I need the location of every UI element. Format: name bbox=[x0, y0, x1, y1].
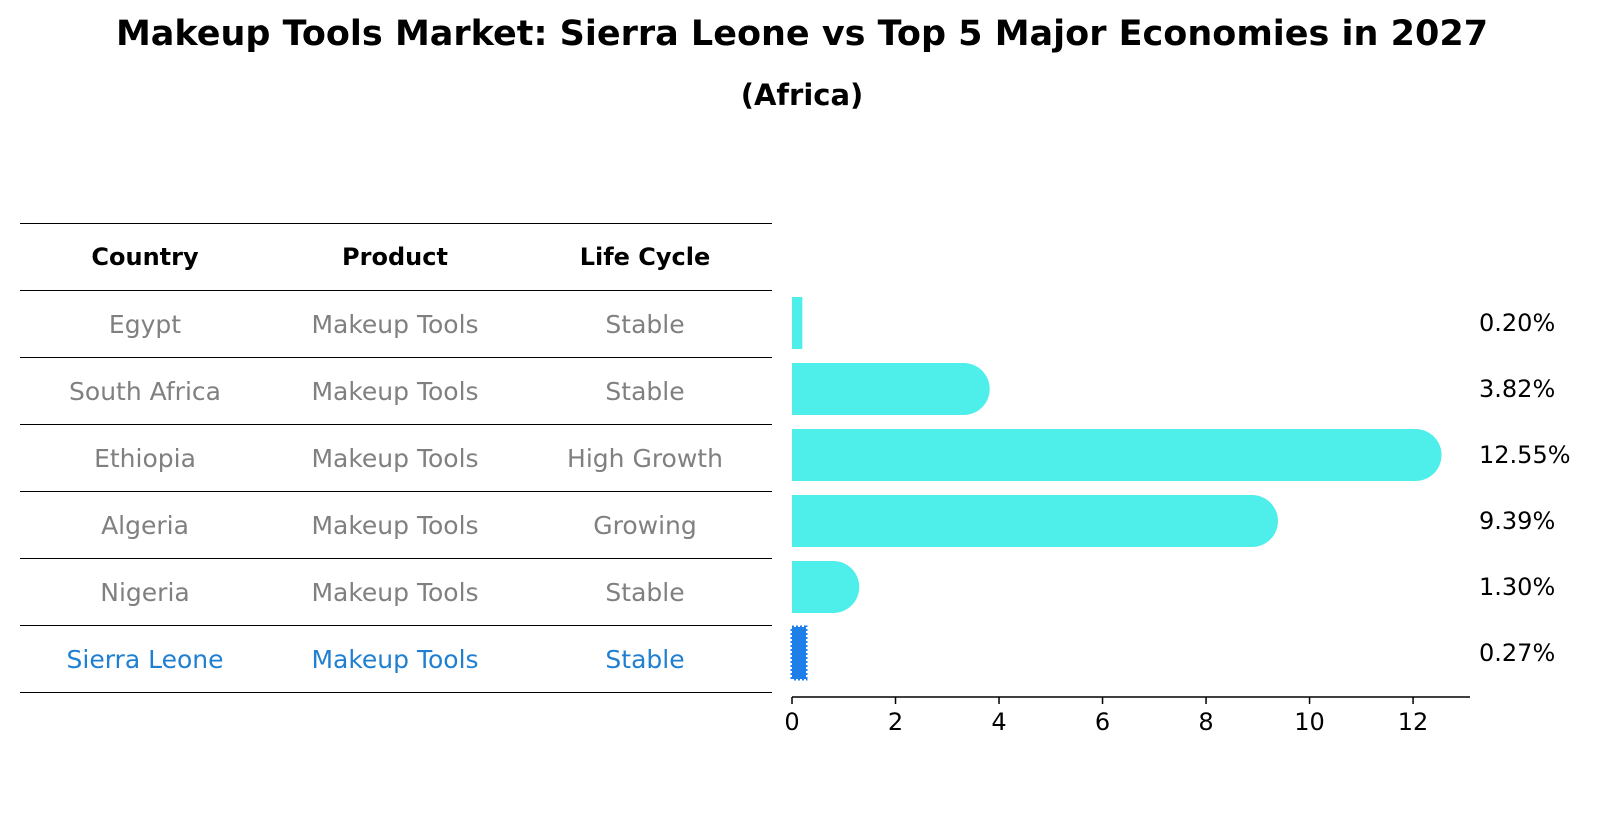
life-cycle-cell: Stable bbox=[605, 577, 685, 607]
product-cell: Makeup Tools bbox=[311, 376, 479, 406]
bar-sierra-leone bbox=[790, 625, 808, 681]
header-life-cycle: Life Cycle bbox=[579, 243, 711, 271]
x-tick-label: 4 bbox=[991, 708, 1006, 736]
table-row: Egypt Makeup Tools Stable bbox=[20, 290, 772, 357]
chart-subtitle: (Africa) bbox=[740, 78, 864, 112]
bar-nigeria bbox=[792, 561, 860, 613]
chart-title: Makeup Tools Market: Sierra Leone vs Top… bbox=[115, 14, 1489, 54]
table-row: Algeria Makeup Tools Growing bbox=[20, 491, 772, 558]
x-tick-label: 10 bbox=[1294, 708, 1325, 736]
market-table: Country Product Life Cycle Egypt Makeup … bbox=[20, 223, 772, 693]
value-label: 0.27% bbox=[1479, 639, 1555, 667]
life-cycle-cell: Stable bbox=[605, 644, 685, 674]
value-label: 0.20% bbox=[1479, 309, 1555, 337]
x-tick-label: 6 bbox=[1095, 708, 1110, 736]
value-label: 12.55% bbox=[1479, 441, 1571, 469]
life-cycle-cell: Stable bbox=[605, 309, 685, 339]
product-cell: Makeup Tools bbox=[311, 577, 479, 607]
life-cycle-cell: Growing bbox=[593, 510, 697, 540]
bar-egypt bbox=[792, 297, 803, 349]
value-label: 3.82% bbox=[1479, 375, 1555, 403]
x-tick-label: 0 bbox=[784, 708, 799, 736]
header-country: Country bbox=[91, 243, 199, 271]
table-row-highlighted: Sierra Leone Makeup Tools Stable bbox=[20, 625, 772, 693]
value-label: 1.30% bbox=[1479, 573, 1555, 601]
table-row: South Africa Makeup Tools Stable bbox=[20, 357, 772, 424]
life-cycle-cell: High Growth bbox=[567, 443, 723, 473]
value-label: 9.39% bbox=[1479, 507, 1555, 535]
product-cell: Makeup Tools bbox=[311, 510, 479, 540]
bar-algeria bbox=[792, 495, 1278, 547]
bar-ethiopia bbox=[792, 429, 1442, 481]
country-cell: Ethiopia bbox=[94, 443, 196, 473]
x-tick-label: 2 bbox=[888, 708, 903, 736]
country-cell: Egypt bbox=[108, 309, 182, 339]
country-cell: Nigeria bbox=[100, 577, 190, 607]
country-cell: Sierra Leone bbox=[66, 644, 224, 674]
table-row: Nigeria Makeup Tools Stable bbox=[20, 558, 772, 625]
table-row: Ethiopia Makeup Tools High Growth bbox=[20, 424, 772, 491]
x-tick-label: 8 bbox=[1198, 708, 1213, 736]
life-cycle-cell: Stable bbox=[605, 376, 685, 406]
table-header-row: Country Product Life Cycle bbox=[20, 223, 772, 290]
country-cell: South Africa bbox=[69, 376, 221, 406]
product-cell: Makeup Tools bbox=[311, 644, 479, 674]
country-cell: Algeria bbox=[101, 510, 189, 540]
product-cell: Makeup Tools bbox=[311, 443, 479, 473]
header-product: Product bbox=[342, 243, 448, 271]
bar-south-africa bbox=[792, 363, 990, 415]
x-tick-label: 12 bbox=[1398, 708, 1429, 736]
product-cell: Makeup Tools bbox=[311, 309, 479, 339]
